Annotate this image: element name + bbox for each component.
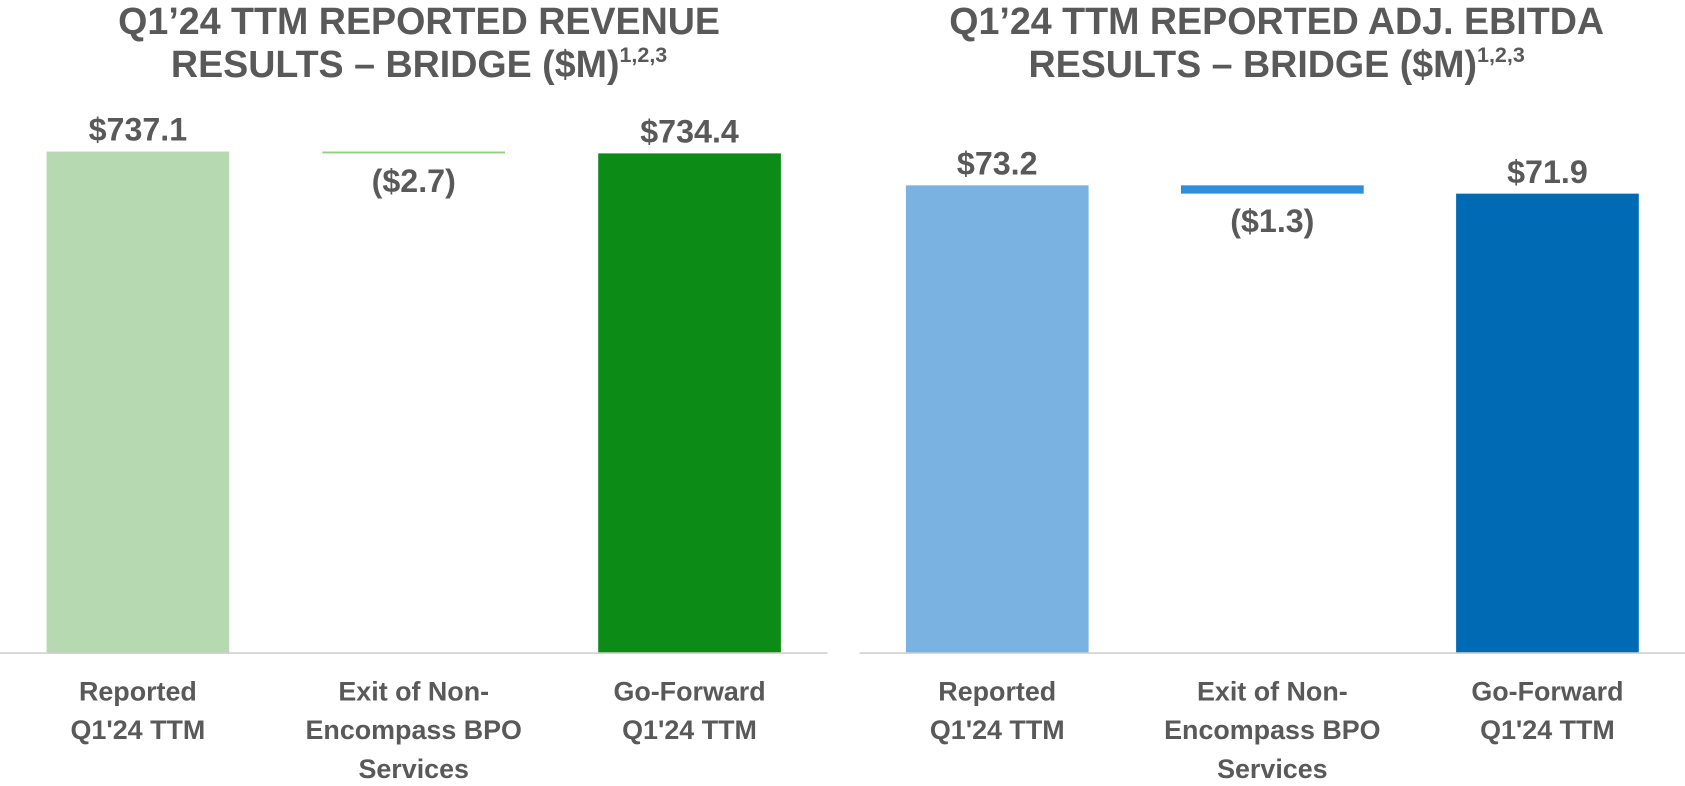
bar	[322, 151, 506, 154]
footnote-ref: 1,2,3	[1477, 43, 1525, 67]
x-tick-label: Go-Forward	[613, 676, 765, 706]
chart-title: Q1’24 TTM REPORTED REVENUE	[118, 0, 720, 42]
chart-title: Q1’24 TTM REPORTED ADJ. EBITDA	[949, 0, 1604, 42]
x-tick-label: Encompass BPO	[306, 715, 522, 745]
x-tick-label: Services	[358, 754, 469, 784]
x-tick-label: Reported	[79, 676, 197, 706]
title-line: RESULTS – BRIDGE ($M)	[171, 43, 620, 85]
value-label: ($2.7)	[372, 163, 456, 199]
title-line: Q1’24 TTM REPORTED ADJ. EBITDA	[949, 0, 1604, 42]
value-label: $73.2	[957, 146, 1038, 182]
x-tick-label: Encompass BPO	[1164, 715, 1380, 745]
x-tick-label: Q1'24 TTM	[930, 715, 1065, 745]
value-label: ($1.3)	[1230, 203, 1314, 239]
bar	[598, 153, 781, 653]
chart-title: RESULTS – BRIDGE ($M)1,2,3	[171, 43, 667, 85]
bar	[46, 151, 230, 653]
x-tick-label: Q1'24 TTM	[622, 715, 757, 745]
x-tick-label: Q1'24 TTM	[71, 715, 206, 745]
value-label: $734.4	[640, 114, 739, 150]
value-label: $71.9	[1507, 154, 1588, 190]
chart-title: RESULTS – BRIDGE ($M)1,2,3	[1028, 43, 1524, 85]
title-line: Q1’24 TTM REPORTED REVENUE	[118, 0, 720, 42]
bar	[905, 185, 1089, 653]
x-tick-label: Q1'24 TTM	[1480, 715, 1615, 745]
x-tick-label: Services	[1217, 754, 1328, 784]
value-label: $737.1	[89, 112, 188, 148]
bar	[1456, 193, 1639, 653]
footnote-ref: 1,2,3	[619, 43, 667, 67]
title-line: RESULTS – BRIDGE ($M)	[1028, 43, 1477, 85]
x-tick-label: Exit of Non-	[338, 676, 489, 706]
x-tick-label: Reported	[938, 676, 1056, 706]
x-tick-label: Exit of Non-	[1197, 676, 1348, 706]
x-tick-label: Go-Forward	[1471, 676, 1623, 706]
bar	[1181, 185, 1364, 194]
